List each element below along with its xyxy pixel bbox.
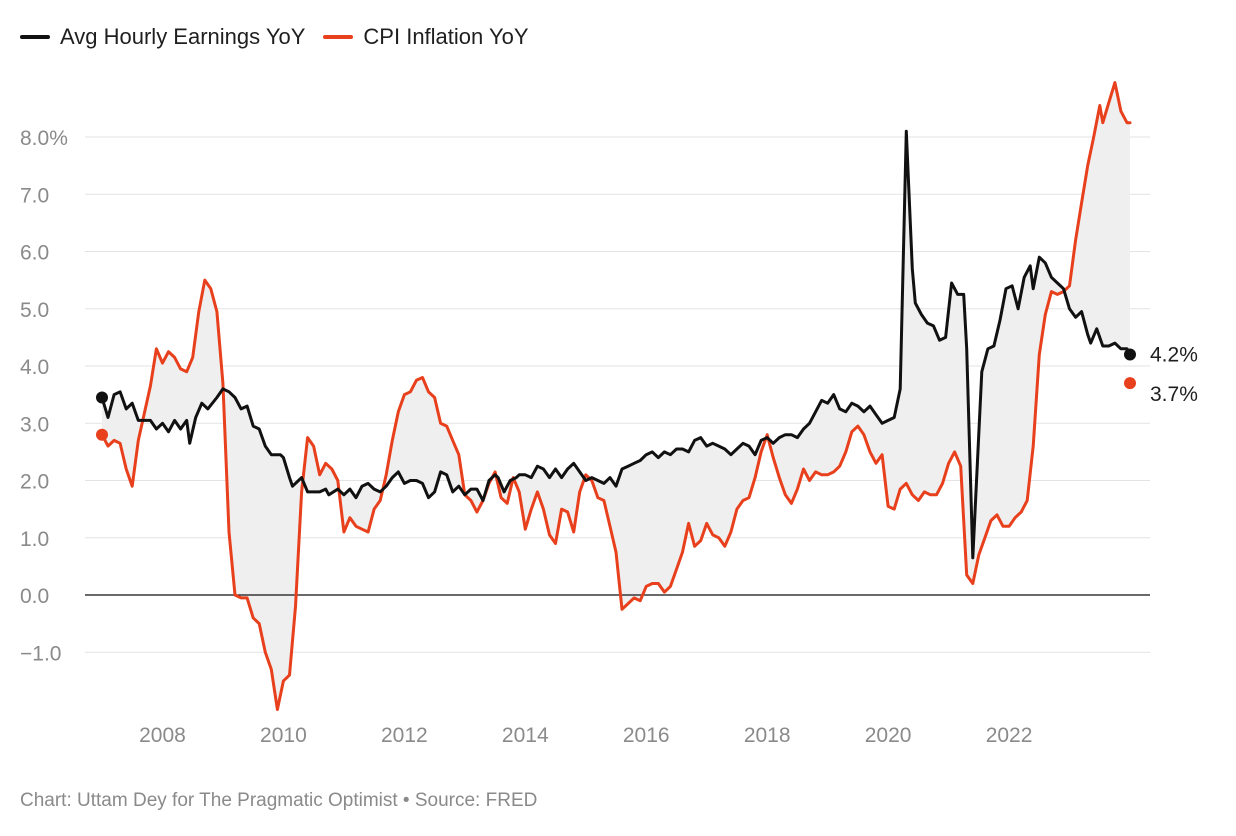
x-tick-label: 2014 (502, 724, 549, 747)
legend-label-earnings: Avg Hourly Earnings YoY (60, 24, 306, 49)
legend-swatch-earnings (20, 35, 50, 39)
legend-entry-earnings: Avg Hourly Earnings YoY (20, 24, 305, 50)
start-marker-earnings (96, 391, 108, 404)
end-label-cpi: 3.7% (1150, 383, 1198, 406)
x-tick-label: 2016 (623, 724, 670, 747)
end-label-earnings: 4.2% (1150, 344, 1198, 367)
y-tick-label: −1.0 (20, 642, 61, 665)
end-marker-cpi (1124, 377, 1136, 390)
legend-entry-cpi: CPI Inflation YoY (323, 24, 529, 50)
legend-swatch-cpi (323, 35, 354, 39)
y-tick-label: 8.0% (20, 127, 68, 150)
y-tick-label: 5.0 (20, 299, 49, 322)
x-tick-label: 2020 (865, 724, 912, 747)
source-credit: Chart: Uttam Dey for The Pragmatic Optim… (20, 790, 538, 811)
legend-label-cpi: CPI Inflation YoY (363, 24, 529, 49)
start-marker-cpi (96, 428, 108, 441)
y-tick-label: 6.0 (20, 242, 49, 265)
x-tick-label: 2008 (139, 724, 186, 747)
x-tick-label: 2018 (744, 724, 791, 747)
y-tick-label: 7.0 (20, 184, 49, 207)
y-tick-label: 4.0 (20, 356, 49, 379)
x-tick-label: 2010 (260, 724, 307, 747)
x-tick-label: 2012 (381, 724, 428, 747)
y-tick-label: 0.0 (20, 585, 49, 608)
legend: Avg Hourly Earnings YoY CPI Inflation Yo… (20, 24, 529, 50)
y-tick-label: 3.0 (20, 413, 49, 436)
end-marker-earnings (1124, 348, 1136, 361)
area-between-series (102, 82, 1130, 710)
y-tick-label: 2.0 (20, 471, 49, 494)
series-line-cpi (100, 81, 1132, 711)
series-line-earnings (100, 129, 1132, 560)
y-tick-label: 1.0 (20, 528, 49, 551)
x-tick-label: 2022 (986, 724, 1033, 747)
